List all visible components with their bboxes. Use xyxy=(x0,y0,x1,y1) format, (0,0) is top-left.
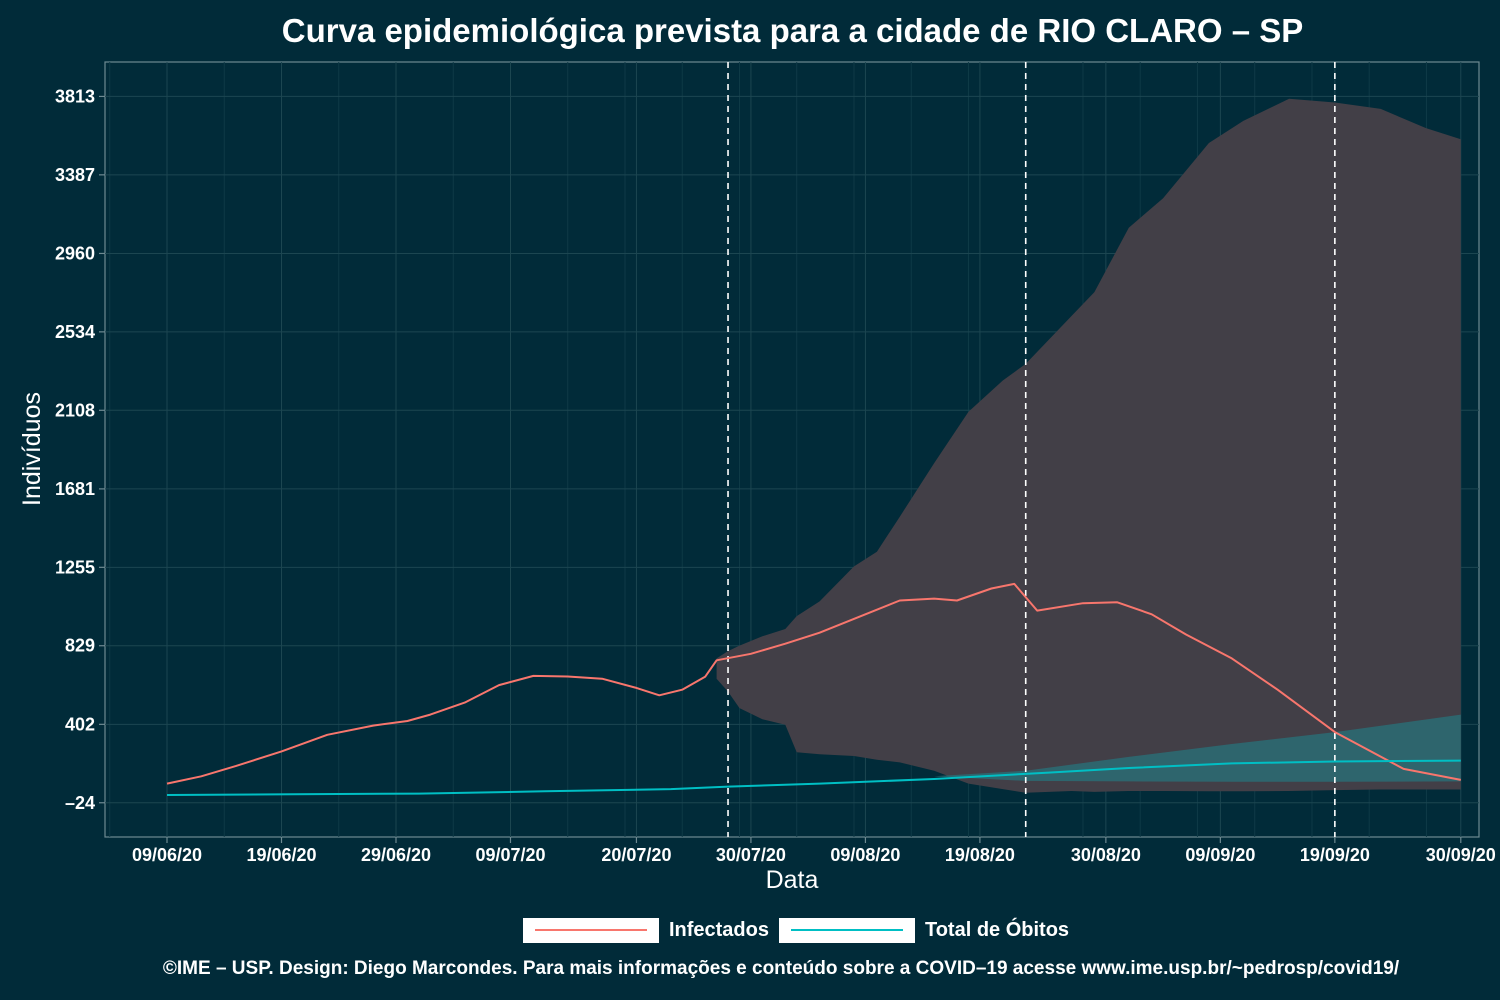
y-tick-label: 3387 xyxy=(55,165,95,185)
chart-title: Curva epidemiológica prevista para a cid… xyxy=(281,12,1304,49)
x-tick-label: 30/07/20 xyxy=(716,845,786,865)
x-tick-label: 09/09/20 xyxy=(1185,845,1255,865)
x-tick-label: 29/06/20 xyxy=(361,845,431,865)
y-axis-label: Indivíduos xyxy=(18,392,46,506)
x-tick-label: 19/08/20 xyxy=(945,845,1015,865)
y-tick-label: –24 xyxy=(65,793,95,813)
legend-label-infectados: Infectados xyxy=(668,919,769,941)
axes: 09/06/20 19/06/20 29/06/20 09/07/20 20/07/20… xyxy=(55,86,1496,865)
y-tick-label: 3813 xyxy=(55,86,95,106)
x-tick-label: 30/09/20 xyxy=(1426,845,1496,865)
y-tick-label: 2108 xyxy=(55,400,95,420)
footer-credits: ©IME – USP. Design: Diego Marcondes. Par… xyxy=(162,958,1400,979)
y-tick-label: 829 xyxy=(65,636,95,656)
reference-lines xyxy=(727,62,1336,837)
x-tick-label: 19/09/20 xyxy=(1300,845,1370,865)
x-tick-label: 30/08/20 xyxy=(1071,845,1141,865)
obitos-band xyxy=(934,714,1461,782)
y-tick-label: 1255 xyxy=(55,557,95,577)
legend-item-infectados: Infectados xyxy=(522,918,769,943)
obitos-line xyxy=(166,759,1461,796)
infectados-line xyxy=(166,582,1461,785)
y-tick-label: 402 xyxy=(65,714,95,734)
y-tick-label: 2960 xyxy=(55,243,95,263)
series-lines xyxy=(166,582,1461,796)
infectados-band xyxy=(716,98,1461,793)
x-tick-label: 19/06/20 xyxy=(246,845,316,865)
x-tick-label: 20/07/20 xyxy=(601,845,671,865)
x-axis-label: Data xyxy=(766,866,819,894)
confidence-bands xyxy=(716,98,1461,793)
legend: Infectados Total de Óbitos xyxy=(0,918,1500,943)
y-tick-label: 1681 xyxy=(55,479,95,499)
x-tick-label: 09/06/20 xyxy=(132,845,202,865)
legend-key-obitos xyxy=(778,918,915,943)
x-tick-label: 09/07/20 xyxy=(475,845,545,865)
legend-key-infectados xyxy=(522,918,659,943)
x-tick-label: 09/08/20 xyxy=(830,845,900,865)
y-tick-label: 2534 xyxy=(55,322,95,342)
legend-item-obitos: Total de Óbitos xyxy=(778,918,1070,943)
legend-label-obitos: Total de Óbitos xyxy=(924,919,1070,941)
